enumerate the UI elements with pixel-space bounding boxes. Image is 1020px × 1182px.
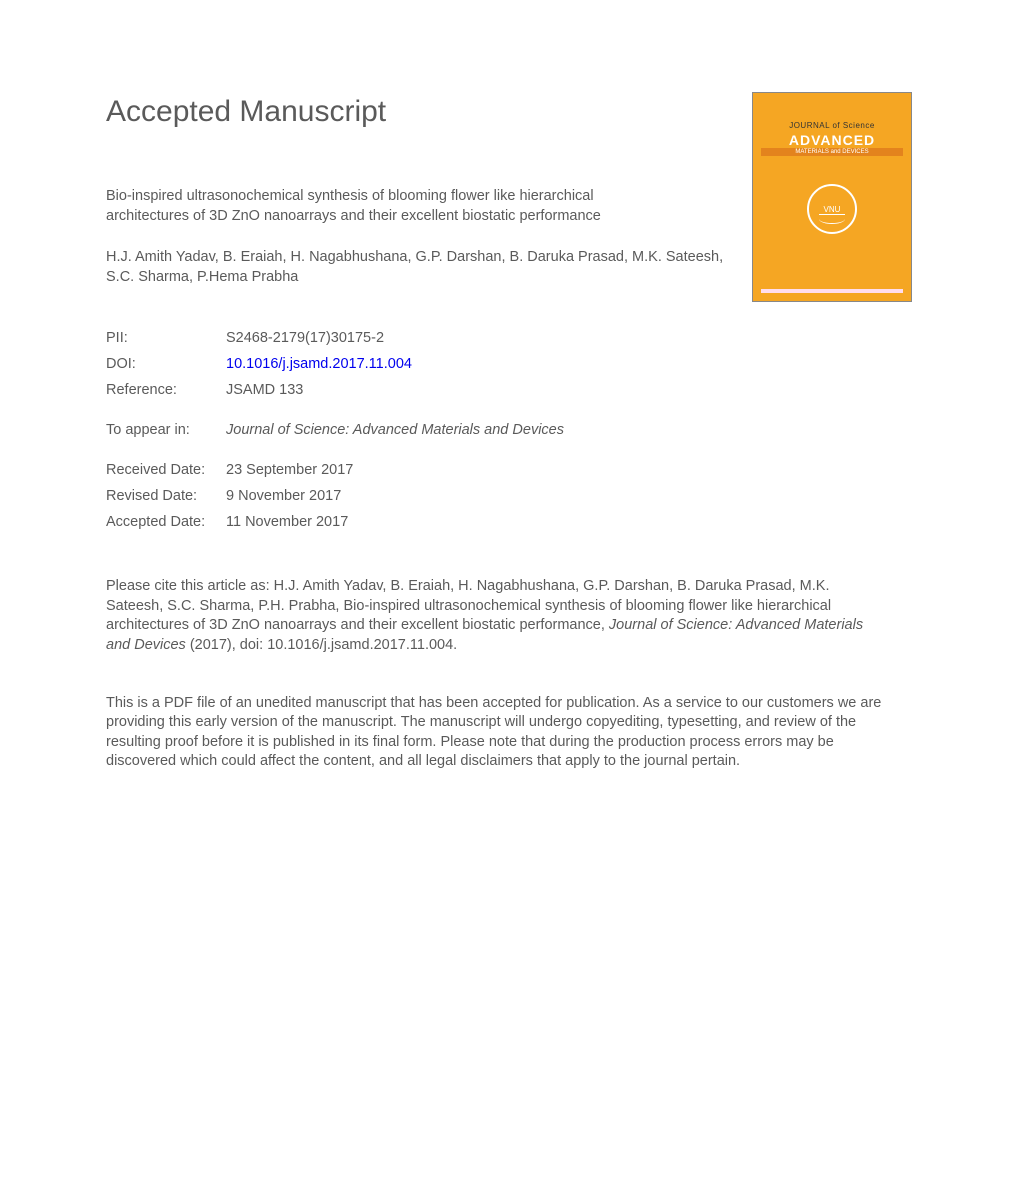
meta-row-doi: DOI: 10.1016/j.jsamd.2017.11.004 <box>106 351 564 377</box>
article-authors: H.J. Amith Yadav, B. Eraiah, H. Nagabhus… <box>106 248 726 287</box>
appear-value: Journal of Science: Advanced Materials a… <box>226 417 564 443</box>
citation-suffix: (2017), doi: 10.1016/j.jsamd.2017.11.004… <box>186 637 457 653</box>
revised-value: 9 November 2017 <box>226 483 564 509</box>
article-title: Bio-inspired ultrasonochemical synthesis… <box>106 187 666 226</box>
thumb-logo-text: VNU <box>824 205 841 214</box>
manuscript-page: JOURNAL of Science ADVANCED MATERIALS an… <box>0 0 1020 772</box>
reference-value: JSAMD 133 <box>226 377 564 403</box>
thumb-journal-main: ADVANCED <box>761 132 903 148</box>
meta-row-pii: PII: S2468-2179(17)30175-2 <box>106 325 564 351</box>
revised-label: Revised Date: <box>106 483 226 509</box>
thumb-footer <box>761 289 903 293</box>
accepted-label: Accepted Date: <box>106 509 226 535</box>
meta-row-accepted: Accepted Date: 11 November 2017 <box>106 509 564 535</box>
meta-row-appear: To appear in: Journal of Science: Advanc… <box>106 417 564 443</box>
thumb-vnu-logo: VNU <box>807 184 857 234</box>
accepted-value: 11 November 2017 <box>226 509 564 535</box>
metadata-table: PII: S2468-2179(17)30175-2 DOI: 10.1016/… <box>106 325 564 535</box>
reference-label: Reference: <box>106 377 226 403</box>
citation-text: Please cite this article as: H.J. Amith … <box>106 577 886 655</box>
meta-row-received: Received Date: 23 September 2017 <box>106 457 564 483</box>
meta-row-reference: Reference: JSAMD 133 <box>106 377 564 403</box>
journal-cover-thumbnail: JOURNAL of Science ADVANCED MATERIALS an… <box>752 92 912 302</box>
doi-label: DOI: <box>106 351 226 377</box>
disclaimer-text: This is a PDF file of an unedited manusc… <box>106 694 896 772</box>
thumb-journal-line: JOURNAL of Science <box>761 121 903 130</box>
appear-label: To appear in: <box>106 417 226 443</box>
received-value: 23 September 2017 <box>226 457 564 483</box>
meta-row-revised: Revised Date: 9 November 2017 <box>106 483 564 509</box>
thumb-journal-sub: MATERIALS and DEVICES <box>761 148 903 156</box>
doi-link[interactable]: 10.1016/j.jsamd.2017.11.004 <box>226 356 412 372</box>
received-label: Received Date: <box>106 457 226 483</box>
pii-value: S2468-2179(17)30175-2 <box>226 325 564 351</box>
pii-label: PII: <box>106 325 226 351</box>
